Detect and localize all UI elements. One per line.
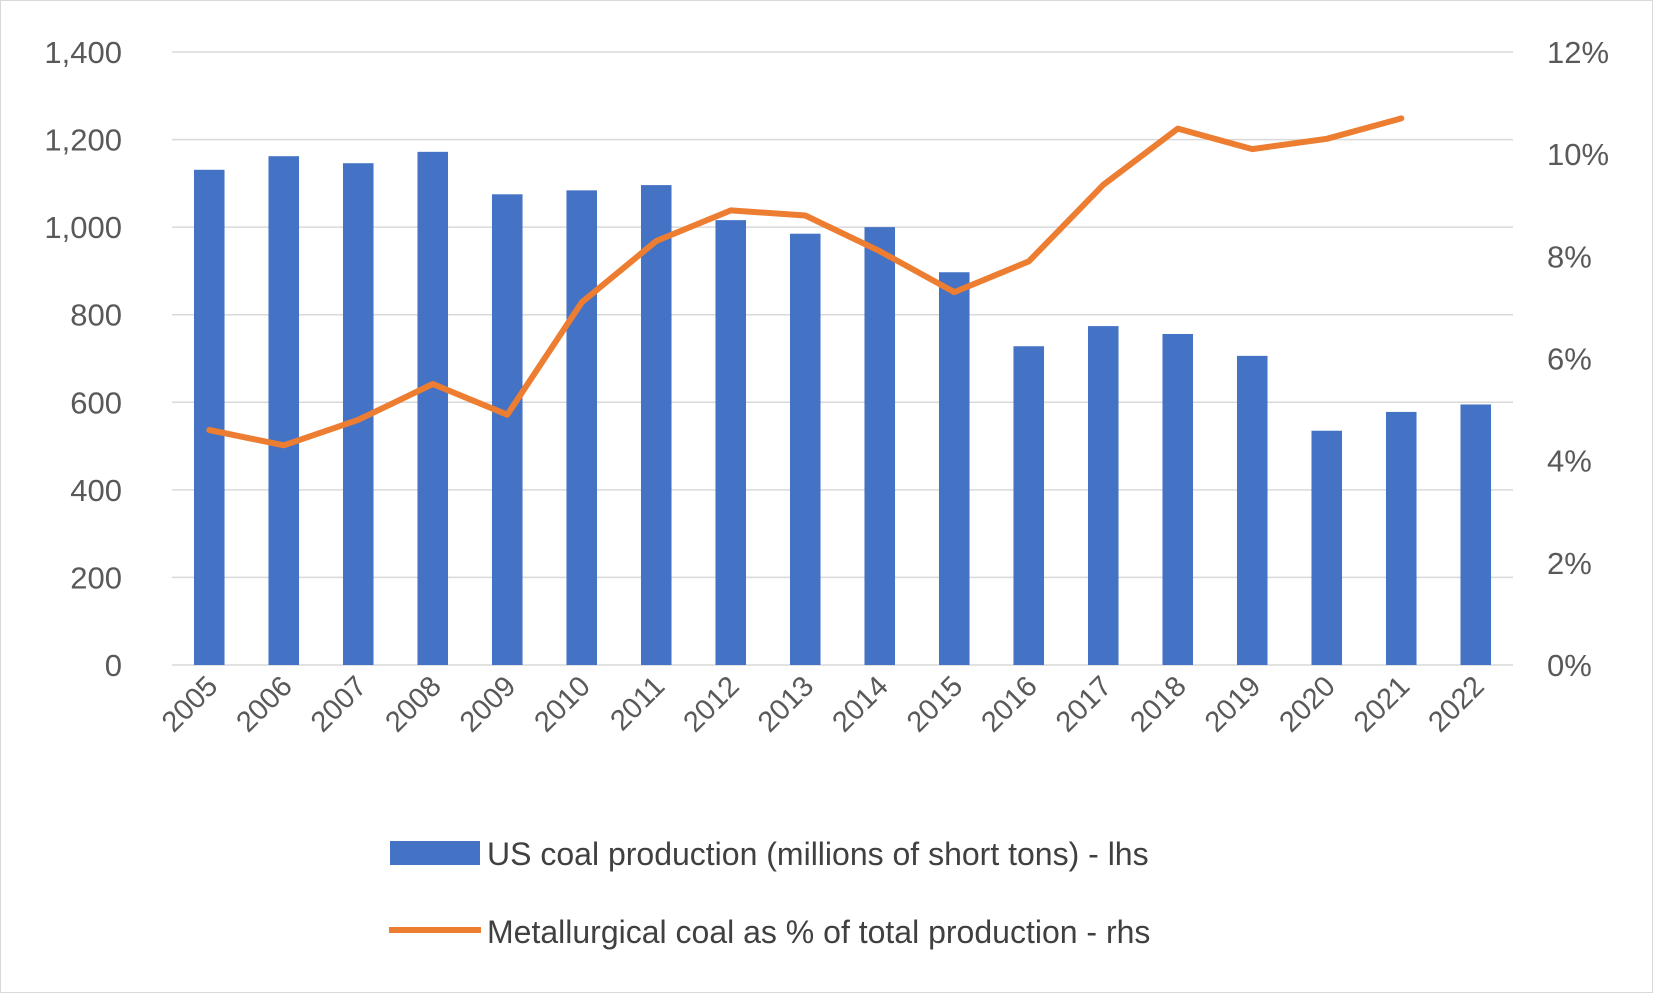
bar — [1460, 404, 1492, 665]
x-tick-label: 2014 — [826, 670, 894, 738]
legend-label-bar: US coal production (millions of short to… — [487, 836, 1149, 872]
bar — [268, 156, 300, 665]
legend-swatch-bar — [390, 841, 480, 865]
bar — [640, 185, 672, 665]
x-tick-label: 2010 — [528, 670, 596, 738]
x-tick-label: 2018 — [1124, 670, 1192, 738]
bar — [938, 272, 970, 665]
left-tick-label: 0 — [105, 648, 122, 683]
x-tick-label: 2008 — [379, 670, 447, 738]
legend-label-line: Metallurgical coal as % of total product… — [487, 914, 1150, 950]
right-tick-label: 6% — [1547, 342, 1592, 377]
x-tick-label: 2022 — [1422, 670, 1490, 738]
right-tick-label: 10% — [1547, 137, 1609, 172]
bar — [715, 220, 747, 665]
x-tick-label: 2011 — [604, 670, 671, 737]
x-tick-label: 2016 — [975, 670, 1043, 738]
x-tick-label: 2020 — [1273, 670, 1341, 738]
left-tick-label: 1,400 — [44, 35, 122, 70]
x-axis-ticks: 2005 2006 2007 2008 2009 2010 2011 2012 2013 2014… — [156, 670, 1491, 738]
x-tick-label: 2012 — [677, 670, 745, 738]
right-tick-label: 0% — [1547, 648, 1592, 683]
bar — [566, 190, 598, 665]
bar — [1162, 333, 1194, 665]
bar — [1236, 355, 1268, 665]
bar — [1013, 346, 1045, 665]
left-tick-label: 1,000 — [44, 210, 122, 245]
legend: US coal production (millions of short to… — [389, 836, 1150, 950]
left-tick-label: 600 — [70, 385, 122, 420]
bar — [789, 233, 821, 666]
left-tick-label: 800 — [70, 298, 122, 333]
x-tick-label: 2013 — [752, 670, 820, 738]
bar — [491, 194, 523, 665]
series-line — [206, 115, 1405, 449]
bar — [864, 227, 896, 665]
x-tick-label: 2019 — [1199, 670, 1267, 738]
x-tick-label: 2015 — [901, 670, 969, 738]
right-tick-label: 12% — [1547, 35, 1609, 70]
bar — [1385, 411, 1417, 665]
bar — [1311, 430, 1343, 665]
right-tick-label: 2% — [1547, 546, 1592, 581]
x-tick-label: 2017 — [1050, 670, 1118, 738]
line-series — [206, 115, 1405, 449]
right-tick-label: 4% — [1547, 444, 1592, 479]
bar — [193, 169, 225, 665]
bar — [1087, 326, 1119, 665]
left-tick-label: 200 — [70, 560, 122, 595]
left-tick-label: 1,200 — [44, 123, 122, 158]
bar-series — [193, 151, 1492, 666]
gridlines — [172, 51, 1513, 666]
x-tick-label: 2009 — [454, 670, 522, 738]
left-tick-label: 400 — [70, 473, 122, 508]
x-tick-label: 2005 — [156, 670, 224, 738]
x-tick-label: 2007 — [305, 670, 373, 738]
bar — [417, 151, 449, 665]
x-tick-label: 2006 — [230, 670, 298, 738]
left-axis-ticks: 0 200 400 600 800 1,000 1,200 1,400 — [44, 35, 122, 683]
right-axis-ticks: 0% 2% 4% 6% 8% 10% 12% — [1547, 35, 1609, 683]
right-tick-label: 8% — [1547, 239, 1592, 274]
x-tick-label: 2021 — [1348, 670, 1416, 738]
